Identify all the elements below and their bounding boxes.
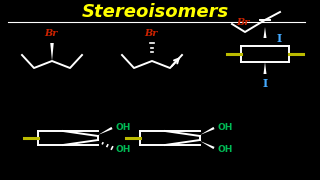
Text: Br: Br xyxy=(144,29,158,38)
Text: Br: Br xyxy=(44,29,58,38)
Text: OH: OH xyxy=(218,145,233,154)
Text: OH: OH xyxy=(116,145,132,154)
Text: Br: Br xyxy=(236,17,250,26)
Polygon shape xyxy=(263,62,267,74)
Polygon shape xyxy=(200,141,214,149)
Text: OH: OH xyxy=(218,123,233,132)
Polygon shape xyxy=(50,43,54,61)
Polygon shape xyxy=(98,127,113,135)
Polygon shape xyxy=(263,27,267,38)
Text: Stereoisomers: Stereoisomers xyxy=(81,3,228,21)
Text: I: I xyxy=(262,78,268,89)
Text: I: I xyxy=(276,33,282,44)
Text: OH: OH xyxy=(116,123,132,132)
Polygon shape xyxy=(200,127,214,135)
